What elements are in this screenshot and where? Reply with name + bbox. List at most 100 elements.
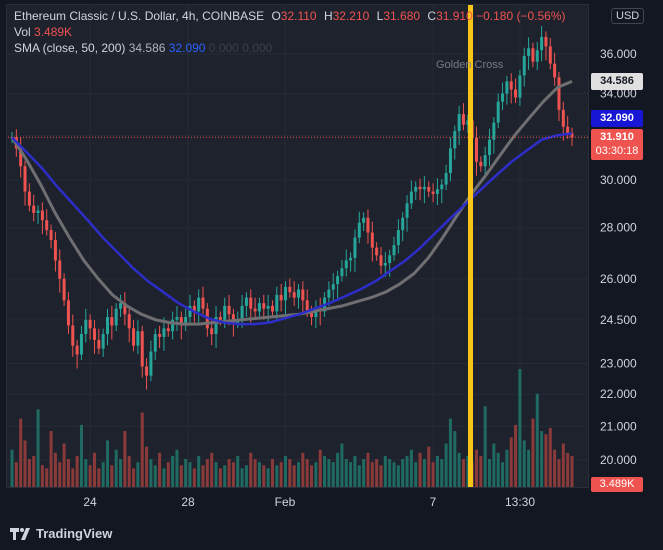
candle-body <box>375 247 379 256</box>
candle-body <box>27 191 31 206</box>
volume-bar <box>553 449 557 487</box>
candle-body <box>227 305 231 315</box>
chart-pane[interactable] <box>6 4 589 488</box>
volume-bar <box>427 446 431 487</box>
candle-body <box>396 230 400 246</box>
volume-bar <box>253 459 257 487</box>
close-label: C <box>427 9 437 23</box>
candle-body <box>283 286 287 301</box>
x-tick-label: 24 <box>83 495 97 509</box>
tradingview-brand-label: TradingView <box>36 526 113 541</box>
open-label: O <box>271 9 281 23</box>
volume-bar <box>188 462 192 487</box>
volume-bar <box>375 459 379 487</box>
candle-body <box>214 317 218 335</box>
candle-body <box>392 245 396 256</box>
volume-bar <box>336 452 340 487</box>
volume-bar <box>353 455 357 487</box>
volume-bar <box>292 465 296 487</box>
sma200-line <box>11 132 573 326</box>
y-tick-label: 20.000 <box>600 453 637 467</box>
sma-extra-value: 0.000 <box>242 41 273 55</box>
volume-bar <box>179 465 183 487</box>
tradingview-logo-icon <box>10 527 30 540</box>
volume-bar <box>110 465 114 487</box>
volume-bar <box>197 455 201 487</box>
candle-body <box>544 36 548 47</box>
volume-bar <box>349 462 353 487</box>
candle-body <box>218 317 222 320</box>
volume-bar <box>101 462 105 487</box>
volume-bar <box>97 468 101 487</box>
volume-bar <box>561 443 565 487</box>
volume-bar <box>357 465 361 487</box>
volume-bar <box>84 459 88 487</box>
candle-body <box>501 93 505 102</box>
candle-body <box>297 289 301 298</box>
tradingview-brand[interactable]: TradingView <box>10 526 112 541</box>
candle-body <box>40 210 44 221</box>
candle-body <box>570 133 574 138</box>
candle-body <box>162 328 166 337</box>
sma200-price-tag: 32.090 <box>591 110 643 127</box>
y-tick-label: 26.000 <box>600 272 637 286</box>
candle-body <box>71 325 75 346</box>
candle-body <box>362 217 366 223</box>
candle-body <box>448 148 452 174</box>
change-value: −0.180 (−0.56%) <box>476 9 566 23</box>
candle-body <box>119 303 123 309</box>
candle-body <box>522 55 526 76</box>
candle-body <box>201 297 205 309</box>
volume-bar <box>414 462 418 487</box>
candle-body <box>353 237 357 258</box>
volume-bar <box>496 452 500 487</box>
volume-bar <box>266 468 270 487</box>
volume-bar <box>444 443 448 487</box>
volume-bar <box>149 459 153 487</box>
sma-label: SMA (close, 50, 200) <box>14 41 126 55</box>
volume-bar <box>192 468 196 487</box>
volume-bar <box>366 452 370 487</box>
volume-bar <box>422 459 426 487</box>
candle-body <box>257 303 261 312</box>
candle-body <box>427 186 431 192</box>
low-label: L <box>376 9 384 23</box>
volume-bar <box>288 459 292 487</box>
volume-bar <box>440 459 444 487</box>
currency-button[interactable]: USD <box>611 8 645 24</box>
volume-bar <box>518 369 522 487</box>
volume-bar <box>514 424 518 487</box>
bar-countdown: 03:30:18 <box>595 145 639 157</box>
candle-body <box>110 317 114 326</box>
volume-bar <box>453 431 457 487</box>
volume-bar <box>310 465 314 487</box>
volume-bar <box>383 455 387 487</box>
volume-bar <box>283 455 287 487</box>
candle-body <box>58 260 62 279</box>
volume-bar <box>166 462 170 487</box>
candle-body <box>175 317 179 320</box>
candle-body <box>331 284 335 290</box>
candle-body <box>466 120 470 125</box>
candle-body <box>249 297 253 309</box>
volume-bar <box>474 449 478 487</box>
volume-bar <box>340 443 344 487</box>
candle-body <box>53 240 57 261</box>
volume-bar <box>297 462 301 487</box>
volume-bar <box>492 443 496 487</box>
sma50-line <box>10 80 573 326</box>
volume-bar <box>409 449 413 487</box>
volume-bar <box>32 455 36 487</box>
y-tick-label: 24.500 <box>600 313 637 327</box>
candle-body <box>301 289 305 301</box>
candle-body <box>292 292 296 298</box>
volume-bar <box>88 465 92 487</box>
last-price-value: 31.910 <box>600 131 634 143</box>
candle-body <box>231 314 235 323</box>
candle-body <box>540 36 544 51</box>
volume-bar <box>405 455 409 487</box>
candle-body <box>418 186 422 190</box>
volume-bar <box>535 393 539 487</box>
